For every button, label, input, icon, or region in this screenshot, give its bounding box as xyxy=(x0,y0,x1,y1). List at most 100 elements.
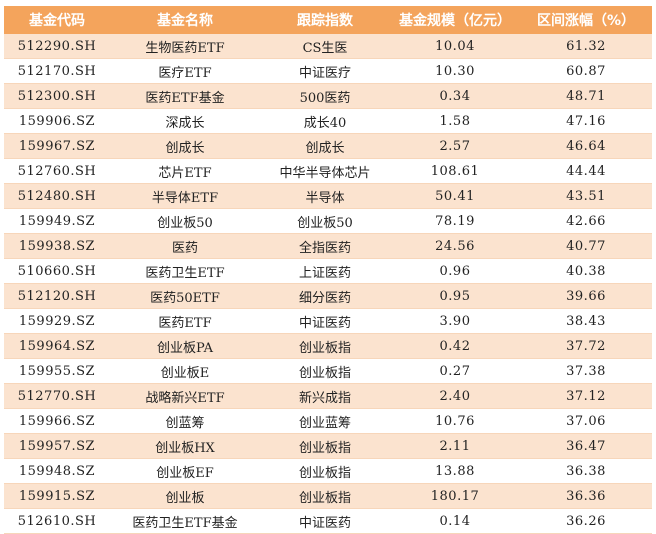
table-row[interactable]: 512290.SH 生物医药ETF CS生医 10.04 61.32 xyxy=(4,34,652,59)
cell-fund-size: 0.14 xyxy=(390,508,520,534)
cell-fund-name: 半导体ETF xyxy=(110,183,260,209)
cell-period-change: 38.43 xyxy=(520,308,652,334)
table-row[interactable]: 159929.SZ 医药ETF 中证医药 3.90 38.43 xyxy=(4,308,652,334)
cell-fund-code: 159949.SZ xyxy=(4,208,110,234)
cell-tracking-index: 上证医药 xyxy=(260,258,390,284)
table-row[interactable]: 159915.SZ 创业板 创业板指 180.17 36.36 xyxy=(4,483,652,509)
table-row[interactable]: 512610.SH 医药卫生ETF基金 中证医药 0.14 36.26 xyxy=(4,508,652,534)
table-row[interactable]: 159948.SZ 创业板EF 创业板指 13.88 36.38 xyxy=(4,458,652,484)
cell-fund-size: 2.11 xyxy=(390,433,520,459)
cell-tracking-index: 创成长 xyxy=(260,133,390,159)
cell-fund-size: 13.88 xyxy=(390,458,520,484)
cell-period-change: 37.38 xyxy=(520,358,652,384)
cell-fund-name: 医疗ETF xyxy=(110,58,260,84)
cell-fund-name: 医药卫生ETF基金 xyxy=(110,508,260,534)
cell-fund-size: 10.76 xyxy=(390,408,520,434)
cell-fund-name: 创业板HX xyxy=(110,433,260,459)
header-fund-code[interactable]: 基金代码 xyxy=(4,6,110,34)
table-row[interactable]: 159964.SZ 创业板PA 创业板指 0.42 37.72 xyxy=(4,333,652,359)
cell-fund-size: 10.30 xyxy=(390,58,520,84)
cell-fund-size: 10.04 xyxy=(390,34,520,59)
cell-fund-code: 512120.SH xyxy=(4,283,110,309)
cell-period-change: 36.36 xyxy=(520,483,652,509)
cell-fund-size: 78.19 xyxy=(390,208,520,234)
cell-fund-code: 159915.SZ xyxy=(4,483,110,509)
header-row: 基金代码 基金名称 跟踪指数 基金规模（亿元） 区间涨幅（%） xyxy=(4,6,652,34)
cell-period-change: 60.87 xyxy=(520,58,652,84)
table-row[interactable]: 159957.SZ 创业板HX 创业板指 2.11 36.47 xyxy=(4,433,652,459)
cell-fund-size: 0.96 xyxy=(390,258,520,284)
cell-fund-size: 0.95 xyxy=(390,283,520,309)
cell-period-change: 36.26 xyxy=(520,508,652,534)
cell-fund-size: 0.27 xyxy=(390,358,520,384)
cell-fund-code: 510660.SH xyxy=(4,258,110,284)
cell-tracking-index: 细分医药 xyxy=(260,283,390,309)
table-row[interactable]: 512170.SH 医疗ETF 中证医疗 10.30 60.87 xyxy=(4,58,652,84)
cell-period-change: 40.38 xyxy=(520,258,652,284)
cell-fund-size: 2.57 xyxy=(390,133,520,159)
table-row[interactable]: 512480.SH 半导体ETF 半导体 50.41 43.51 xyxy=(4,183,652,209)
fund-performance-table: 基金代码 基金名称 跟踪指数 基金规模（亿元） 区间涨幅（%） 512290.S… xyxy=(4,6,652,534)
cell-tracking-index: 中华半导体芯片 xyxy=(260,158,390,184)
cell-period-change: 37.12 xyxy=(520,383,652,409)
cell-tracking-index: 500医药 xyxy=(260,83,390,109)
table-row[interactable]: 159966.SZ 创蓝筹 创业蓝筹 10.76 37.06 xyxy=(4,408,652,434)
cell-fund-size: 50.41 xyxy=(390,183,520,209)
cell-period-change: 42.66 xyxy=(520,208,652,234)
header-tracking-index[interactable]: 跟踪指数 xyxy=(260,6,390,34)
table-row[interactable]: 510660.SH 医药卫生ETF 上证医药 0.96 40.38 xyxy=(4,258,652,284)
header-period-change[interactable]: 区间涨幅（%） xyxy=(520,6,652,34)
cell-period-change: 37.06 xyxy=(520,408,652,434)
cell-tracking-index: 全指医药 xyxy=(260,233,390,259)
cell-tracking-index: 创业蓝筹 xyxy=(260,408,390,434)
cell-fund-name: 创成长 xyxy=(110,133,260,159)
cell-period-change: 48.71 xyxy=(520,83,652,109)
cell-fund-code: 159906.SZ xyxy=(4,108,110,134)
table-row[interactable]: 159967.SZ 创成长 创成长 2.57 46.64 xyxy=(4,133,652,159)
table-row[interactable]: 512120.SH 医药50ETF 细分医药 0.95 39.66 xyxy=(4,283,652,309)
cell-period-change: 36.38 xyxy=(520,458,652,484)
cell-fund-size: 24.56 xyxy=(390,233,520,259)
cell-tracking-index: 创业板指 xyxy=(260,333,390,359)
cell-fund-code: 512760.SH xyxy=(4,158,110,184)
cell-fund-size: 108.61 xyxy=(390,158,520,184)
table-row[interactable]: 159955.SZ 创业板E 创业板指 0.27 37.38 xyxy=(4,358,652,384)
cell-tracking-index: 创业板指 xyxy=(260,433,390,459)
cell-tracking-index: 创业板指 xyxy=(260,483,390,509)
table-header: 基金代码 基金名称 跟踪指数 基金规模（亿元） 区间涨幅（%） xyxy=(4,6,652,34)
cell-period-change: 39.66 xyxy=(520,283,652,309)
cell-period-change: 47.16 xyxy=(520,108,652,134)
cell-fund-size: 0.42 xyxy=(390,333,520,359)
cell-fund-name: 创业板EF xyxy=(110,458,260,484)
cell-fund-code: 512610.SH xyxy=(4,508,110,534)
cell-fund-code: 159929.SZ xyxy=(4,308,110,334)
cell-fund-code: 512170.SH xyxy=(4,58,110,84)
cell-fund-name: 创业板E xyxy=(110,358,260,384)
cell-tracking-index: 成长40 xyxy=(260,108,390,134)
table-row[interactable]: 159938.SZ 医药 全指医药 24.56 40.77 xyxy=(4,233,652,259)
table-row[interactable]: 512300.SH 医药ETF基金 500医药 0.34 48.71 xyxy=(4,83,652,109)
table-row[interactable]: 159906.SZ 深成长 成长40 1.58 47.16 xyxy=(4,108,652,134)
cell-tracking-index: 创业板指 xyxy=(260,358,390,384)
cell-tracking-index: 新兴成指 xyxy=(260,383,390,409)
cell-period-change: 44.44 xyxy=(520,158,652,184)
cell-period-change: 36.47 xyxy=(520,433,652,459)
cell-period-change: 46.64 xyxy=(520,133,652,159)
table-row[interactable]: 512760.SH 芯片ETF 中华半导体芯片 108.61 44.44 xyxy=(4,158,652,184)
cell-fund-code: 159938.SZ xyxy=(4,233,110,259)
cell-fund-code: 159966.SZ xyxy=(4,408,110,434)
cell-tracking-index: 创业板50 xyxy=(260,208,390,234)
header-fund-size[interactable]: 基金规模（亿元） xyxy=(390,6,520,34)
cell-fund-name: 医药 xyxy=(110,233,260,259)
fund-performance-table-container: 基金代码 基金名称 跟踪指数 基金规模（亿元） 区间涨幅（%） 512290.S… xyxy=(4,6,652,534)
cell-fund-code: 159948.SZ xyxy=(4,458,110,484)
cell-fund-name: 芯片ETF xyxy=(110,158,260,184)
cell-fund-name: 医药ETF基金 xyxy=(110,83,260,109)
cell-fund-name: 创业板PA xyxy=(110,333,260,359)
cell-fund-code: 512300.SH xyxy=(4,83,110,109)
cell-tracking-index: 半导体 xyxy=(260,183,390,209)
header-fund-name[interactable]: 基金名称 xyxy=(110,6,260,34)
table-row[interactable]: 159949.SZ 创业板50 创业板50 78.19 42.66 xyxy=(4,208,652,234)
cell-fund-size: 180.17 xyxy=(390,483,520,509)
table-row[interactable]: 512770.SH 战略新兴ETF 新兴成指 2.40 37.12 xyxy=(4,383,652,409)
